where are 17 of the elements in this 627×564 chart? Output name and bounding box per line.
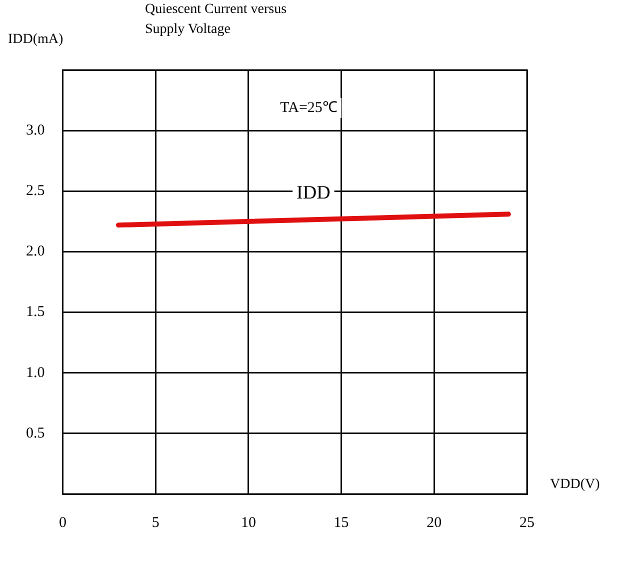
annotation: TA=25℃ [280,100,338,116]
y-tick-label: 2.0 [26,244,45,260]
y-tick-label: 1.0 [26,364,45,381]
y-axis-title: IDD(mA) [8,31,64,49]
x-tick-label: 25 [520,514,534,531]
x-tick-label: 15 [334,514,349,531]
series-label: IDD [296,182,330,204]
x-axis-title: VDD(V) [550,476,600,494]
y-tick-label: 3.0 [26,122,45,139]
x-tick-label: 0 [59,514,66,531]
x-tick-label: 10 [240,514,256,531]
y-tick-label: 2.5 [26,183,45,200]
y-tick-label: 1.5 [26,304,45,320]
y-tick-label: 0.5 [26,425,45,442]
x-tick-label: 20 [426,514,442,531]
x-tick-label: 5 [152,514,160,531]
chart-title: Quiescent Current versus Supply Voltage [145,1,287,39]
